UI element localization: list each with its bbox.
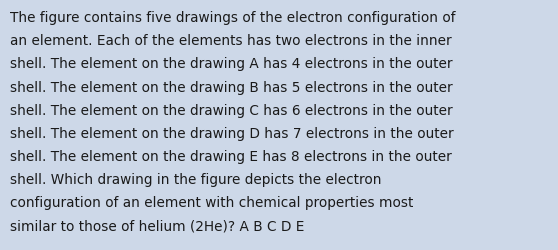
Text: an element. Each of the elements has two electrons in the inner: an element. Each of the elements has two… [10, 34, 451, 48]
Text: shell. The element on the drawing A has 4 electrons in the outer: shell. The element on the drawing A has … [10, 57, 453, 71]
Text: shell. The element on the drawing D has 7 electrons in the outer: shell. The element on the drawing D has … [10, 126, 454, 140]
Text: similar to those of helium (2He)? A B C D E: similar to those of helium (2He)? A B C … [10, 218, 305, 232]
Text: configuration of an element with chemical properties most: configuration of an element with chemica… [10, 195, 413, 209]
Text: shell. The element on the drawing E has 8 electrons in the outer: shell. The element on the drawing E has … [10, 149, 452, 163]
Text: shell. The element on the drawing C has 6 electrons in the outer: shell. The element on the drawing C has … [10, 103, 453, 117]
Text: shell. The element on the drawing B has 5 electrons in the outer: shell. The element on the drawing B has … [10, 80, 453, 94]
Text: shell. Which drawing in the figure depicts the electron: shell. Which drawing in the figure depic… [10, 172, 382, 186]
Text: The figure contains five drawings of the electron configuration of: The figure contains five drawings of the… [10, 11, 455, 25]
